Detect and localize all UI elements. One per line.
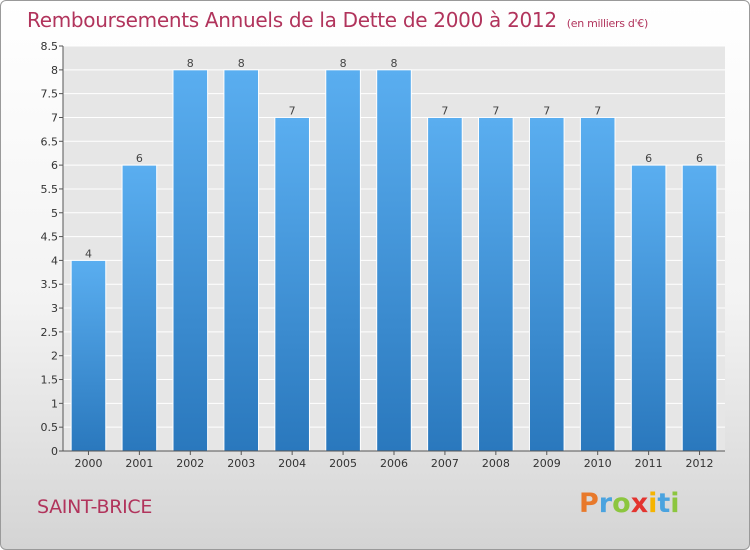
value-label-2012: 6 — [696, 152, 703, 165]
bar-2009 — [528, 116, 565, 452]
y-tick-label: 3.5 — [41, 278, 59, 291]
y-tick-label: 8 — [51, 64, 58, 77]
bar-2003 — [223, 69, 260, 452]
bars: 4 6 8 8 7 8 8 7 7 7 7 6 6 — [70, 57, 718, 452]
y-tick-label: 2 — [51, 350, 58, 363]
x-tick-label-2011: 2011 — [635, 457, 663, 470]
proxiti-logo: Proxiti — [579, 488, 680, 519]
y-tick-label: 3 — [51, 302, 58, 315]
bar-2001 — [121, 164, 158, 452]
x-tick-label-2003: 2003 — [227, 457, 255, 470]
bar-2007 — [427, 116, 463, 452]
value-label-2008: 7 — [492, 104, 499, 117]
y-axis: 0 0.5 1 1.5 2 2.5 3 3.5 4 4.5 5 5.5 6 6.5 7 7.5 8 8.5 — [41, 40, 64, 458]
logo-letter: r — [598, 488, 613, 519]
chart-title: Remboursements Annuels de la Dette de 20… — [27, 8, 648, 32]
value-label-2006: 8 — [391, 57, 398, 70]
bar-2008 — [478, 116, 514, 452]
y-tick-label: 4 — [51, 254, 58, 267]
bar-2010 — [579, 116, 616, 452]
y-tick-label: 4.5 — [41, 231, 59, 244]
logo-letter: P — [579, 488, 599, 519]
x-tick-label-2004: 2004 — [278, 457, 306, 470]
y-tick-label: 7 — [51, 111, 58, 124]
logo-letter: t — [657, 488, 671, 519]
bar-2004 — [274, 116, 310, 452]
x-tick-label-2012: 2012 — [686, 457, 714, 470]
x-tick-label-2006: 2006 — [380, 457, 408, 470]
bar-2000 — [70, 259, 107, 452]
y-tick-label: 8.5 — [41, 40, 59, 53]
y-tick-label: 7.5 — [41, 88, 59, 101]
logo-letter: o — [612, 488, 631, 519]
y-tick-label: 2.5 — [41, 326, 59, 339]
value-label-2002: 8 — [187, 57, 194, 70]
bar-2005 — [325, 69, 361, 452]
x-tick-label-2007: 2007 — [431, 457, 459, 470]
value-label-2010: 7 — [594, 104, 601, 117]
value-label-2011: 6 — [645, 152, 652, 165]
place-name: SAINT-BRICE — [37, 496, 153, 518]
bar-2012 — [681, 164, 718, 452]
value-label-2001: 6 — [136, 152, 143, 165]
y-tick-label: 5 — [51, 207, 58, 220]
value-label-2000: 4 — [85, 247, 92, 260]
value-label-2009: 7 — [543, 104, 550, 117]
chart-title-text: Remboursements Annuels de la Dette de 20… — [27, 8, 557, 32]
value-label-2005: 8 — [340, 57, 347, 70]
bar-2006 — [376, 69, 412, 452]
value-label-2003: 8 — [238, 57, 245, 70]
x-tick-label-2005: 2005 — [329, 457, 357, 470]
x-tick-label-2001: 2001 — [125, 457, 153, 470]
value-label-2004: 7 — [289, 104, 296, 117]
y-tick-label: 6.5 — [41, 135, 59, 148]
chart-subtitle: (en milliers d'€) — [566, 17, 648, 30]
x-tick-label-2010: 2010 — [584, 457, 612, 470]
logo-letter: x — [630, 488, 649, 519]
logo-letter: i — [670, 488, 680, 519]
y-tick-label: 1.5 — [41, 374, 59, 387]
y-tick-label: 1 — [51, 397, 58, 410]
logo-letter: i — [648, 488, 658, 519]
x-axis: 2000 2001 2002 2003 2004 2005 2006 2007 2008 2009… — [63, 450, 725, 470]
bar-2011 — [630, 164, 667, 452]
x-tick-label-2000: 2000 — [74, 457, 102, 470]
x-tick-label-2009: 2009 — [533, 457, 561, 470]
value-label-2007: 7 — [441, 104, 448, 117]
y-tick-label: 5.5 — [41, 183, 59, 196]
x-tick-label-2002: 2002 — [176, 457, 204, 470]
y-tick-label: 0.5 — [41, 421, 59, 434]
x-tick-label-2008: 2008 — [482, 457, 510, 470]
y-tick-label: 0 — [51, 445, 58, 458]
y-tick-label: 6 — [51, 159, 58, 172]
bar-2002 — [172, 69, 209, 452]
